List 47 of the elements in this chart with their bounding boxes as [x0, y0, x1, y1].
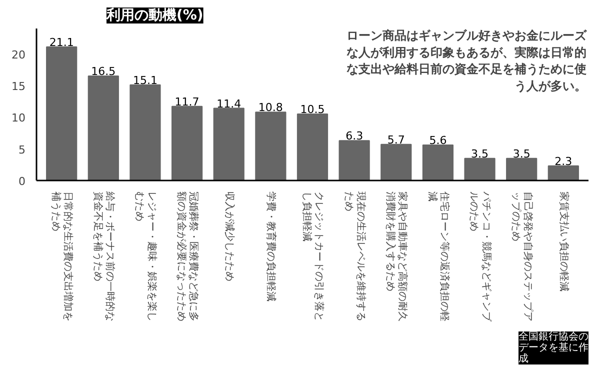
- data-label: 10.5: [300, 103, 325, 116]
- data-label: 3.5: [512, 147, 530, 160]
- x-tick-label: 自己啓発や自身のステップアップのため: [510, 192, 534, 322]
- bar: [255, 112, 286, 180]
- chart-title: 利用の動機(%): [106, 8, 204, 24]
- x-tick-label: 日常的な生活費の支出増加を補うため: [50, 192, 74, 322]
- x-tick-label: 冠婚葬祭・医療費など急に多額の資金が必要になったため: [175, 192, 200, 322]
- y-tick-label: 20: [12, 48, 26, 62]
- x-tick-label: 現在の生活レベルを維持するため: [342, 192, 367, 322]
- bar: [296, 114, 328, 180]
- text: ローン商品はギャンブル好きやお金にルーズな人が利用する印象もあるが、実際は日常的な支出や給料日前の資金不足を補うために使う人が多い。: [346, 28, 588, 93]
- x-tick-label: 家賃支払い負担の軽減: [558, 192, 570, 292]
- data-label: 10.8: [258, 101, 283, 114]
- x-tick-label: 学費・教育費の負担軽減: [265, 192, 278, 302]
- data-label: 21.1: [49, 36, 74, 49]
- y-tick-label: 15: [12, 80, 26, 93]
- bar: [422, 144, 454, 180]
- y-tick-label: 0: [18, 175, 26, 188]
- text: 全国銀行協会のデータを基に作成: [518, 330, 588, 364]
- y-tick-label: 10: [12, 112, 26, 125]
- bar: [213, 108, 244, 180]
- bar: [130, 84, 161, 180]
- bar: [338, 140, 370, 180]
- x-tick-label: 収入が減少したため: [223, 192, 236, 282]
- data-label: 2.3: [554, 154, 572, 168]
- bar: [464, 158, 496, 180]
- x-tick-label: クレジットカードの引き落とし負担軽減: [300, 192, 326, 322]
- data-label: 3.5: [471, 147, 489, 160]
- bar: [46, 46, 78, 180]
- data-label: 11.4: [216, 97, 242, 110]
- bar: [171, 106, 203, 180]
- bar: [380, 144, 412, 180]
- x-tick-label: 家具や自動車など高額の耐久消費財を購入するため: [384, 192, 409, 322]
- x-tick-label: レジャー・趣味・娯楽を楽しむため: [134, 192, 158, 322]
- data-label: 15.1: [132, 74, 158, 87]
- x-tick-label: 給与・ボーナス前の一時的な資金不足を補うため: [92, 190, 116, 322]
- data-label: 6.3: [346, 130, 364, 143]
- data-label: 5.7: [387, 133, 405, 146]
- bar: [548, 165, 579, 180]
- bar: [506, 158, 538, 180]
- data-label: 16.5: [91, 65, 116, 78]
- y-tick-label: 5: [18, 143, 26, 156]
- data-label: 11.7: [174, 95, 200, 108]
- bar: [88, 76, 119, 180]
- data-label: 5.6: [429, 134, 447, 148]
- x-tick-label: パチンコ・競馬などギャンブルのため: [468, 190, 492, 322]
- x-tick-label: 住宅ローン等の返済負担の軽減: [426, 192, 451, 322]
